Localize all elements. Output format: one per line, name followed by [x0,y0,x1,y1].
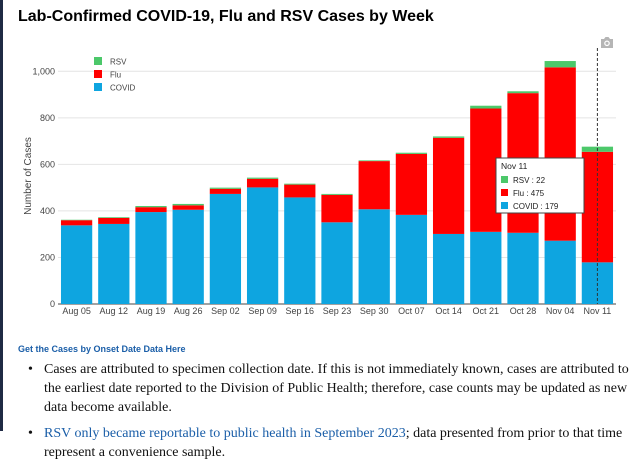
bar-rsv-sep-16 [284,184,315,185]
x-tick-label: Oct 28 [510,306,537,316]
bar-rsv-aug-12 [98,217,129,218]
bar-flu-aug-12 [98,218,129,224]
bar-rsv-oct-07 [396,153,427,154]
bar-covid-sep-23 [321,222,352,304]
onset-data-link[interactable]: Get the Cases by Onset Date Data Here [18,344,186,354]
y-tick-label: 1,000 [32,66,55,76]
note-item: • Cases are attributed to specimen colle… [18,360,633,417]
bar-covid-sep-30 [359,209,390,304]
x-tick-label: Sep 16 [286,306,315,316]
y-tick-label: 600 [40,159,55,169]
bar-covid-aug-19 [135,212,166,304]
legend-swatch-flu [94,70,102,78]
note-item: • RSV only became reportable to public h… [18,424,633,462]
bar-covid-sep-09 [247,187,278,304]
bar-rsv-sep-30 [359,160,390,161]
bar-flu-sep-16 [284,185,315,198]
note-specimen-text: Cases are attributed to specimen collect… [44,362,629,415]
tooltip-label-flu: Flu : 475 [513,189,545,198]
bar-flu-sep-02 [210,189,241,194]
x-tick-label: Oct 14 [435,306,462,316]
bar-flu-sep-30 [359,161,390,209]
bullet-icon: • [28,360,33,379]
bar-covid-oct-21 [470,232,501,304]
legend-label-flu: Flu [110,71,121,80]
tooltip-label-covid: COVID : 179 [513,202,559,211]
bar-covid-sep-02 [210,194,241,304]
y-tick-label: 200 [40,252,55,262]
x-tick-label: Sep 23 [323,306,352,316]
bar-rsv-oct-21 [470,106,501,109]
bar-flu-nov-04 [545,67,576,240]
y-tick-label: 0 [50,299,55,309]
bar-flu-sep-23 [321,195,352,222]
bullet-icon: • [28,424,33,443]
tooltip-title: Nov 11 [501,161,528,171]
bar-rsv-sep-02 [210,188,241,189]
y-tick-label: 800 [40,113,55,123]
bar-covid-aug-12 [98,224,129,304]
tooltip-swatch-rsv [501,176,508,183]
x-tick-label: Sep 02 [211,306,240,316]
x-tick-label: Aug 05 [62,306,91,316]
legend-swatch-covid [94,83,102,91]
bar-rsv-oct-14 [433,136,464,137]
bar-covid-aug-26 [173,210,204,304]
x-tick-label: Aug 12 [100,306,129,316]
bar-flu-oct-07 [396,154,427,215]
legend-label-rsv: RSV [110,58,127,67]
bar-rsv-nov-04 [545,61,576,67]
legend-swatch-rsv [94,57,102,65]
x-tick-label: Nov 11 [583,306,611,316]
bar-flu-aug-05 [61,220,92,225]
stacked-bar-chart: 0 200 400 600 800 1,000 Number of Cases Aug 05 A… [0,0,640,340]
bar-flu-aug-19 [135,207,166,212]
bar-flu-aug-26 [173,205,204,209]
bar-covid-aug-05 [61,225,92,304]
tooltip-label-rsv: RSV : 22 [513,176,546,185]
bar-flu-sep-09 [247,179,278,188]
bar-rsv-sep-23 [321,194,352,195]
rsv-reportable-link[interactable]: RSV only became reportable to public hea… [44,426,406,441]
bar-rsv-aug-26 [173,204,204,205]
x-tick-label: Aug 26 [174,306,203,316]
x-tick-label: Oct 07 [398,306,425,316]
bar-covid-oct-07 [396,215,427,304]
tooltip-swatch-covid [501,202,508,209]
legend-label-covid: COVID [110,84,136,93]
y-axis-title: Number of Cases [23,137,34,215]
bar-covid-oct-14 [433,234,464,304]
tooltip-swatch-flu [501,189,508,196]
x-tick-label: Aug 19 [137,306,166,316]
bar-rsv-sep-09 [247,178,278,179]
bar-rsv-oct-28 [507,91,538,93]
notes-list: • Cases are attributed to specimen colle… [18,360,633,469]
bar-rsv-aug-19 [135,206,166,207]
x-tick-label: Nov 04 [546,306,575,316]
x-tick-label: Sep 09 [248,306,277,316]
bar-covid-nov-04 [545,241,576,304]
x-tick-label: Oct 21 [473,306,500,316]
bar-covid-sep-16 [284,197,315,304]
bar-flu-oct-14 [433,138,464,234]
y-tick-label: 400 [40,206,55,216]
bar-covid-oct-28 [507,233,538,304]
x-tick-label: Sep 30 [360,306,389,316]
